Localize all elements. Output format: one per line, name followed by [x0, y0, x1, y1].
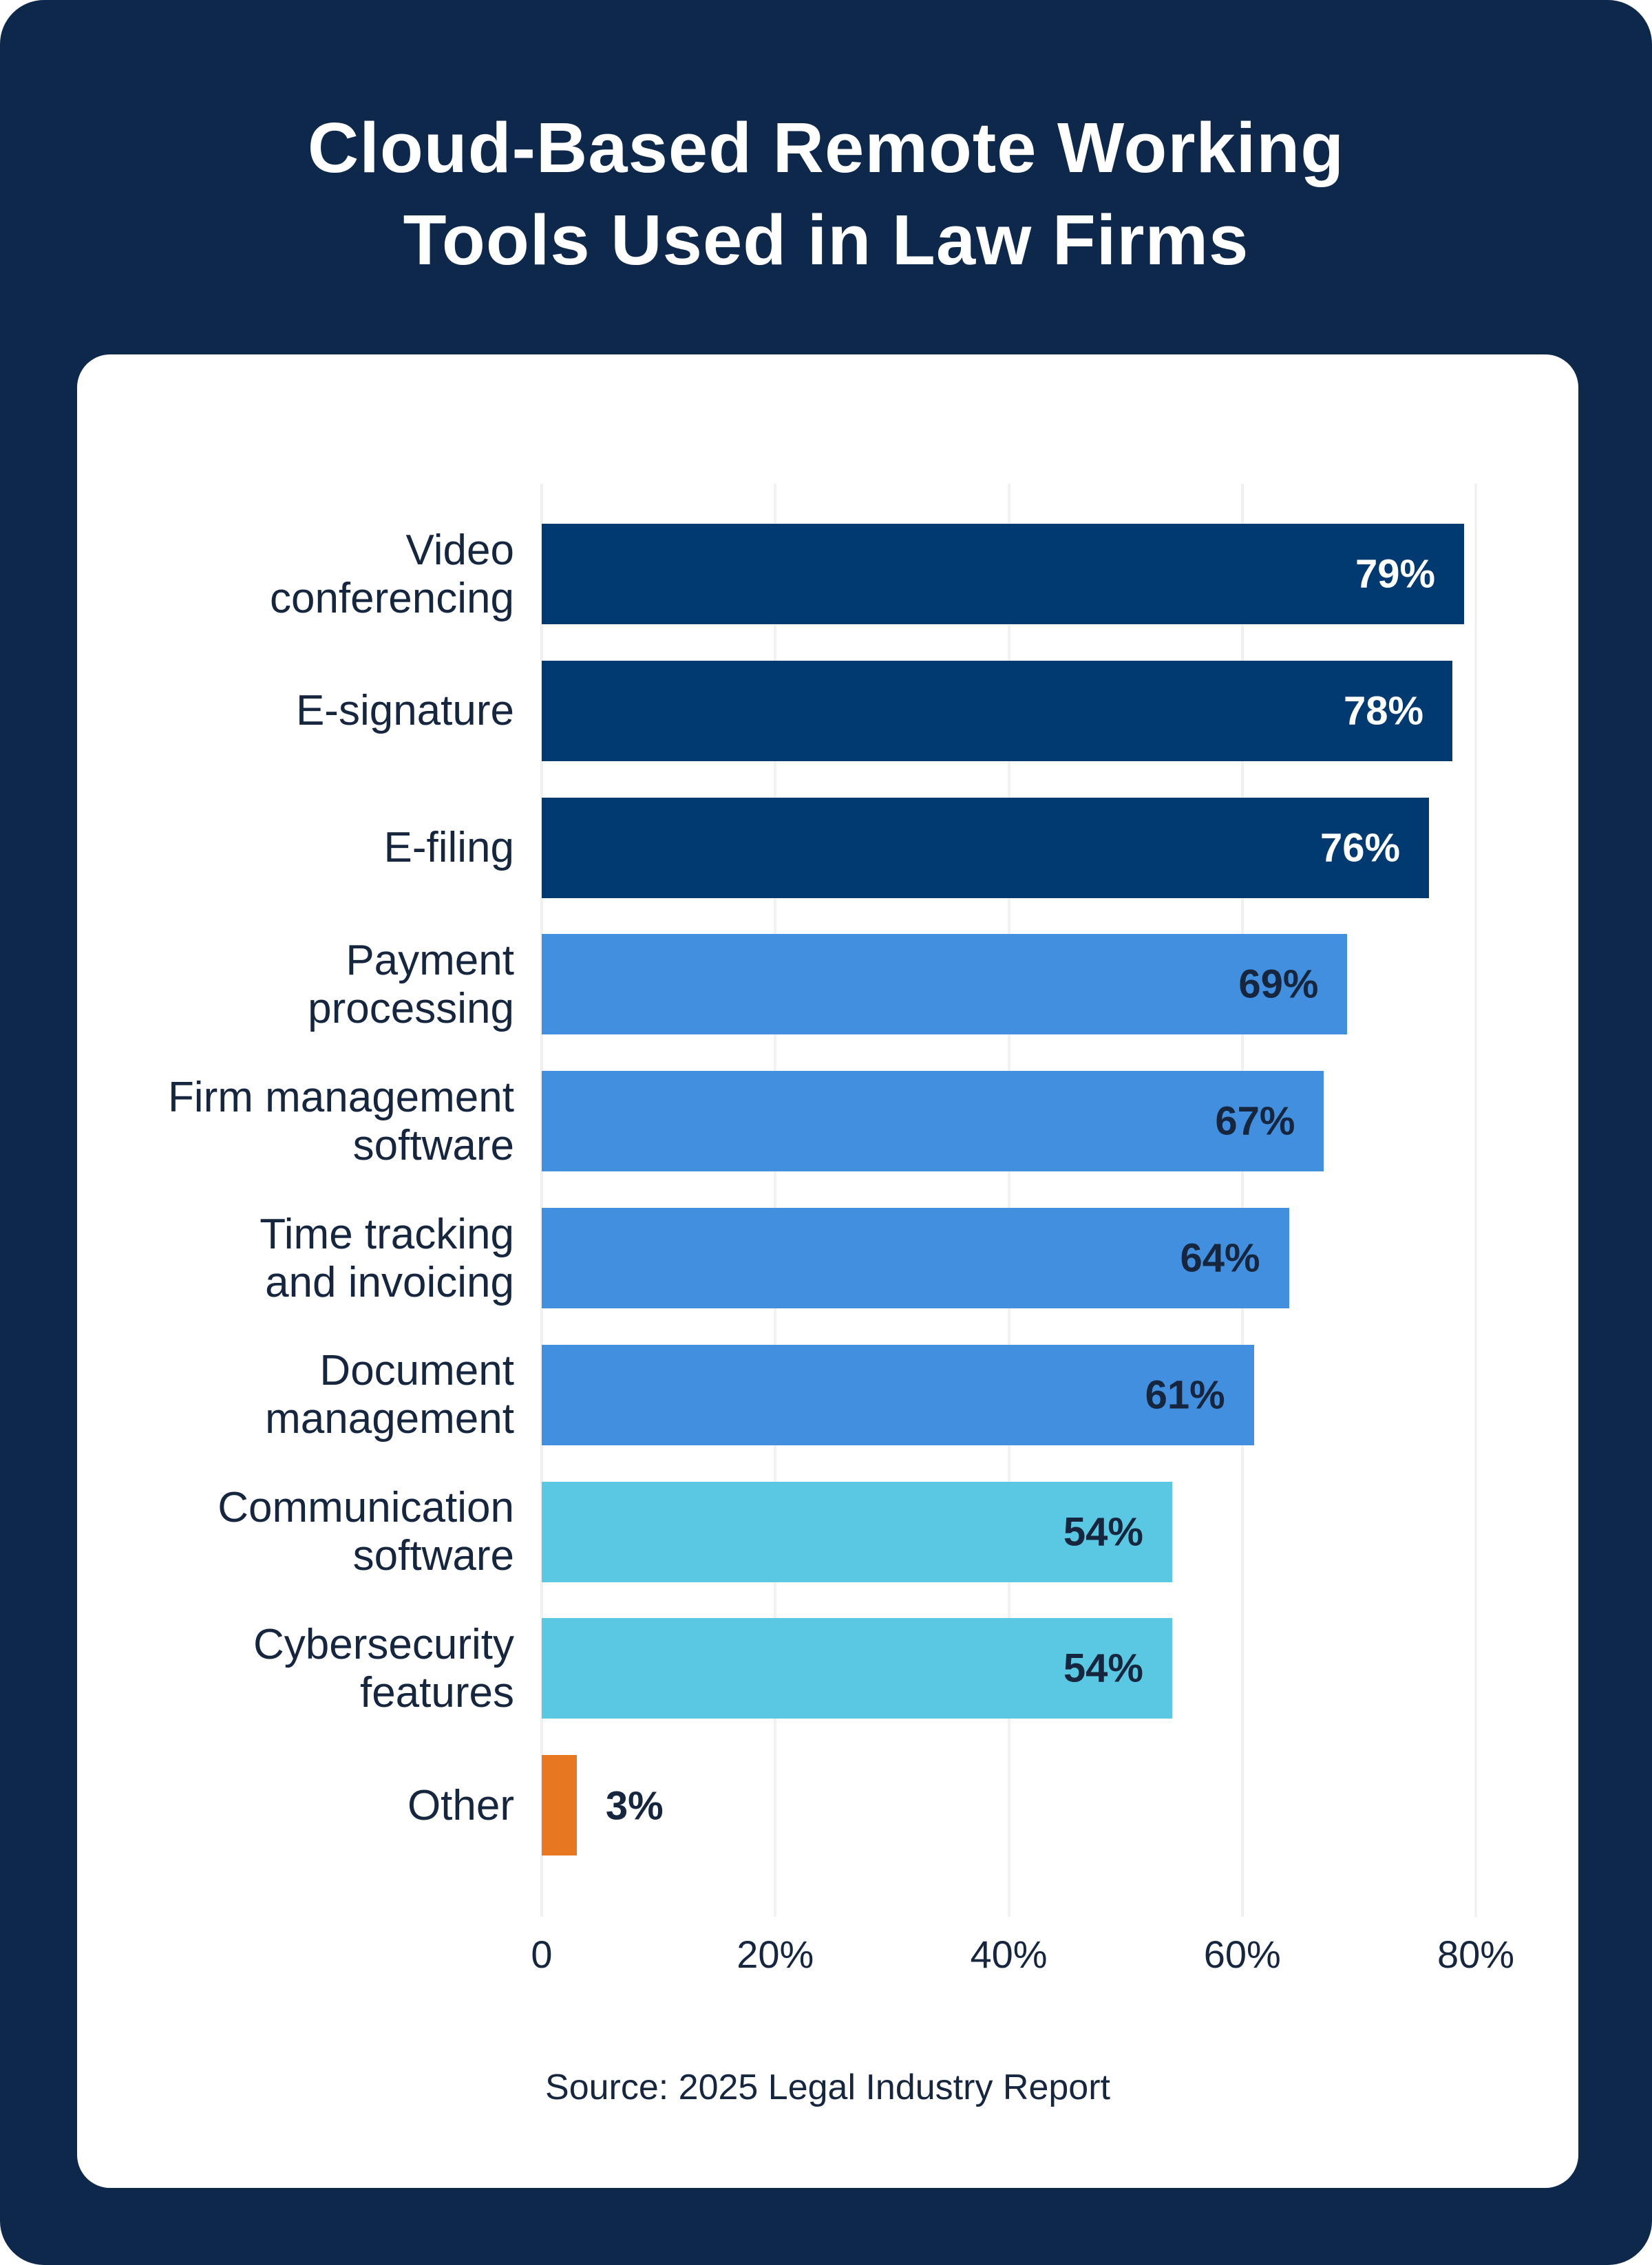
x-axis-tick-label: 80%: [1437, 1933, 1515, 1976]
x-axis-tick-label: 60%: [1203, 1933, 1281, 1976]
bar-row: E-filing 76%: [77, 780, 1578, 917]
bar-row: Firm management software 67%: [77, 1053, 1578, 1190]
value-label: 78%: [1343, 688, 1424, 734]
value-label: 76%: [1320, 825, 1401, 871]
category-label: E-filing: [383, 824, 514, 872]
bar-row: E-signature 78%: [77, 643, 1578, 780]
value-label: 69%: [1238, 961, 1319, 1007]
value-label: 67%: [1215, 1098, 1295, 1144]
value-label: 64%: [1180, 1235, 1260, 1281]
bar-row: Time tracking and invoicing 64%: [77, 1190, 1578, 1327]
source-note: Source: 2025 Legal Industry Report: [545, 2067, 1110, 2107]
chart-card: Video conferencing 79% E-signature 78% E-fil…: [77, 354, 1578, 2188]
category-label: Other: [407, 1781, 514, 1829]
value-label: 54%: [1063, 1646, 1143, 1691]
gridline-0: [540, 484, 543, 1917]
bar: 54%: [542, 1618, 1172, 1719]
category-label: Payment processing: [308, 936, 514, 1032]
gridline-80%: [1474, 484, 1477, 1917]
bar: 69%: [542, 934, 1348, 1035]
gridline-60%: [1240, 484, 1244, 1917]
bar: 79%: [542, 524, 1465, 624]
category-label: Firm management software: [167, 1073, 514, 1169]
category-label: Time tracking and invoicing: [260, 1210, 514, 1306]
value-label: 54%: [1063, 1509, 1143, 1555]
bar-row: Communication software 54%: [77, 1464, 1578, 1601]
x-axis-tick-label: 0: [531, 1933, 553, 1976]
plot-area: Video conferencing 79% E-signature 78% E-fil…: [77, 354, 1578, 2188]
gridline-20%: [774, 484, 777, 1917]
chart-title: Cloud-Based Remote Working Tools Used in…: [307, 108, 1345, 279]
bar: 61%: [542, 1344, 1254, 1445]
category-label: E-signature: [295, 687, 514, 735]
bar: 54%: [542, 1481, 1172, 1582]
bar: 78%: [542, 660, 1453, 761]
value-label: 61%: [1145, 1372, 1225, 1418]
bar-row: Video conferencing 79%: [77, 506, 1578, 643]
x-axis-tick-label: 20%: [737, 1933, 814, 1976]
gridline-40%: [1007, 484, 1010, 1917]
value-label: 79%: [1355, 551, 1436, 597]
category-label: Video conferencing: [269, 526, 514, 622]
bar: 64%: [542, 1208, 1289, 1308]
x-axis-tick-label: 40%: [970, 1933, 1048, 1976]
value-label: 3%: [605, 1783, 664, 1829]
category-label: Communication software: [218, 1484, 514, 1580]
bar-row: Payment processing 69%: [77, 916, 1578, 1053]
bar: [542, 1755, 577, 1856]
bar: 67%: [542, 1071, 1324, 1172]
category-label: Cybersecurity features: [253, 1620, 514, 1716]
bar-row: Other 3%: [77, 1737, 1578, 1874]
category-label: Document management: [265, 1347, 514, 1443]
bar-row: Document management 61%: [77, 1327, 1578, 1464]
bar: 76%: [542, 797, 1430, 898]
bar-row: Cybersecurity features 54%: [77, 1600, 1578, 1737]
